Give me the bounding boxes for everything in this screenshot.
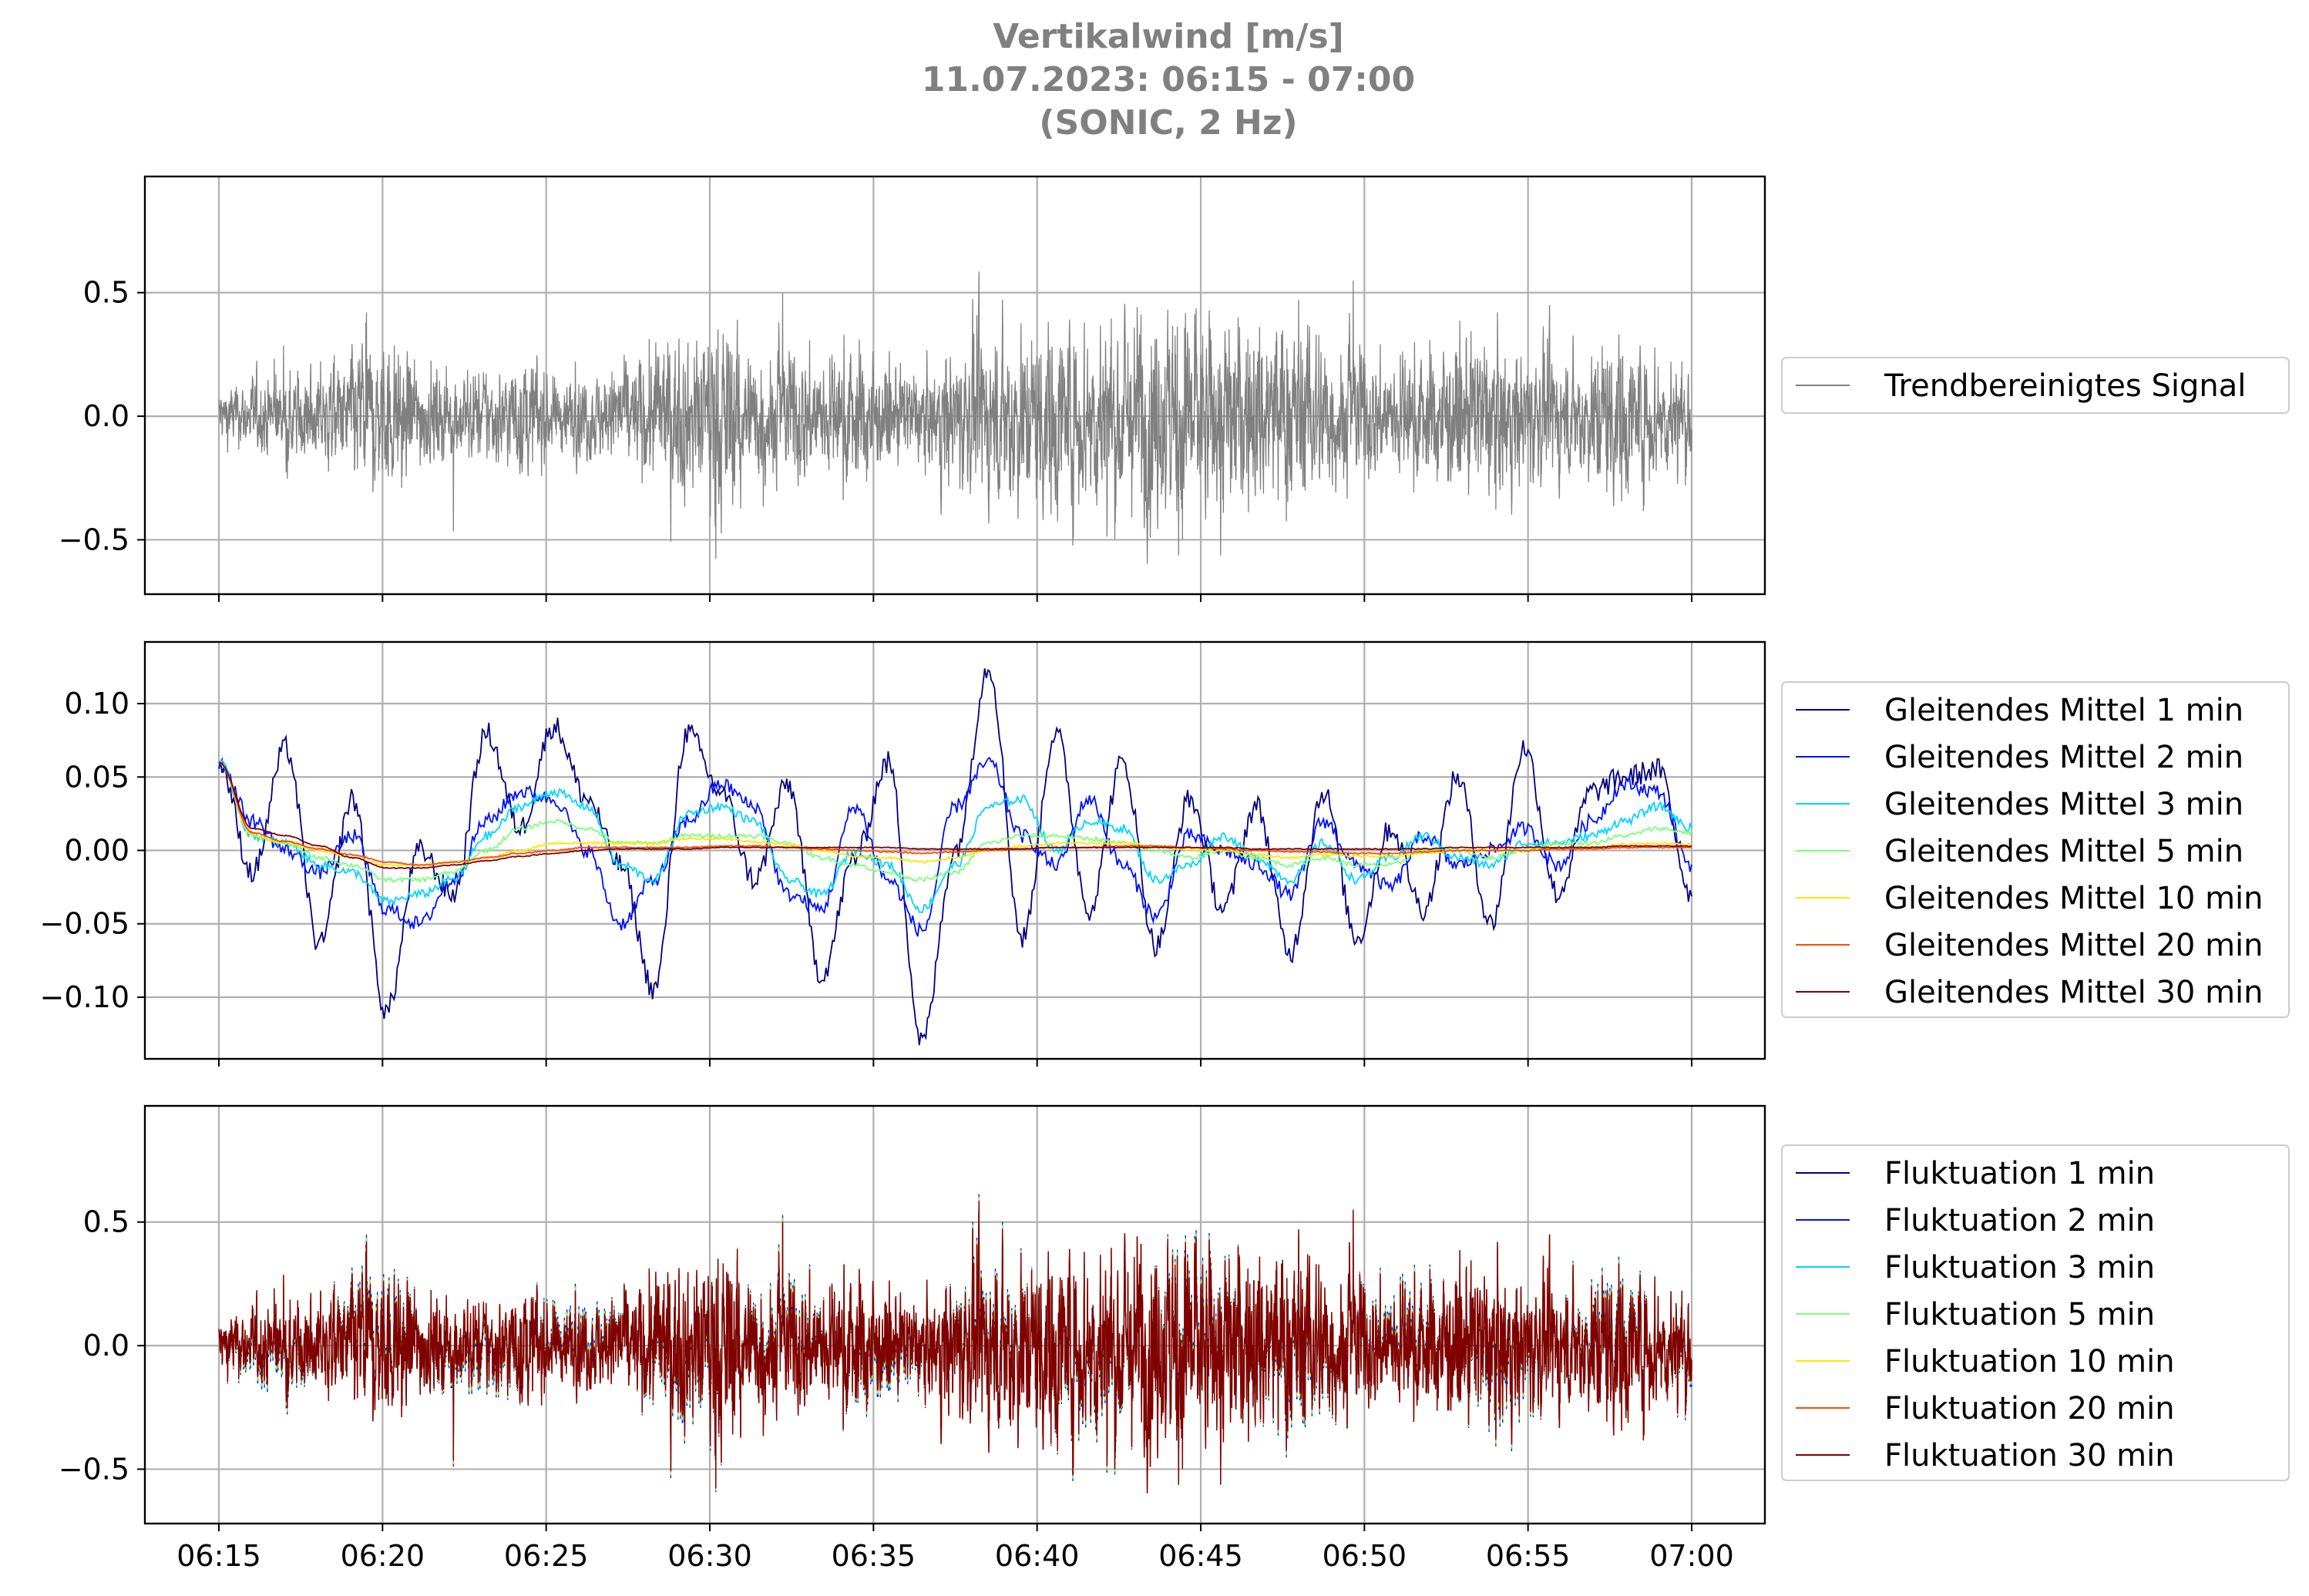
y-tick-label: 0.5: [83, 276, 129, 310]
legend-label: Gleitendes Mittel 20 min: [1884, 928, 2264, 963]
x-tick-label: 06:35: [832, 1539, 916, 1573]
y-tick-label: −0.5: [59, 1452, 129, 1486]
x-tick-label: 06:25: [504, 1539, 589, 1573]
axes-frame: [143, 1104, 1766, 1525]
y-tick-label: 0.10: [64, 687, 129, 721]
x-tick-label: 06:15: [176, 1539, 261, 1573]
y-tick-label: 0.5: [83, 1205, 129, 1239]
y-tick-label: 0.05: [64, 760, 129, 794]
legend-label: Gleitendes Mittel 1 min: [1884, 693, 2243, 728]
x-tick-label: 06:30: [667, 1539, 752, 1573]
legend-label: Fluktuation 3 min: [1884, 1250, 2155, 1285]
series-line-moving-average-3: [218, 759, 1692, 914]
y-tick-label: 0.00: [64, 834, 129, 868]
series-lines: [218, 668, 1692, 1046]
panel-fluctuation: 06:15 06:20 06:25 06:30 06:35 06:40 06:45 06:50…: [59, 1104, 2290, 1573]
legend-label: Gleitendes Mittel 5 min: [1884, 834, 2243, 869]
title-line-3: (SONIC, 2 Hz): [1039, 103, 1297, 143]
legend-label: Fluktuation 20 min: [1884, 1391, 2175, 1426]
legend-label: Trendbereinigtes Signal: [1884, 368, 2246, 404]
x-tick-label: 06:40: [995, 1539, 1080, 1573]
series-lines: [218, 271, 1692, 564]
series-line-moving-average-2: [218, 756, 1692, 937]
title-line-1: Vertikalwind [m/s]: [993, 17, 1344, 56]
axes-frame: [143, 640, 1766, 1060]
panel-moving-average: −0.10 −0.05 0.00 0.05 0.10 Gleitendes Mittel …: [40, 640, 2290, 1067]
x-tick-label: 06:20: [341, 1539, 425, 1573]
legend-box: [1781, 357, 2290, 414]
legend-label: Gleitendes Mittel 2 min: [1884, 740, 2243, 775]
x-tick-label: 06:45: [1158, 1539, 1243, 1573]
y-tick-label: −0.10: [40, 980, 129, 1014]
legend-label: Gleitendes Mittel 10 min: [1884, 881, 2264, 916]
panel-detrended-signal: −0.5 0.0 0.5 Trendbereinigtes Signal: [59, 175, 2290, 602]
legend-label: Gleitendes Mittel 3 min: [1884, 787, 2243, 822]
series-line-fluctuation-7: [218, 1201, 1692, 1494]
x-tick-label: 07:00: [1649, 1539, 1734, 1573]
legend: Trendbereinigtes Signal: [1781, 357, 2290, 414]
x-tick-label: 06:50: [1323, 1539, 1407, 1573]
y-tick-label: −0.05: [40, 907, 129, 941]
legend: Fluktuation 1 min Fluktuation 2 min Fluktu…: [1781, 1144, 2290, 1481]
legend-label: Gleitendes Mittel 30 min: [1884, 975, 2264, 1010]
legend-label: Fluktuation 2 min: [1884, 1203, 2155, 1238]
legend-box: [1781, 681, 2290, 1018]
y-tick-label: 0.0: [83, 399, 129, 433]
series-line-moving-average-6: [218, 761, 1692, 866]
x-tick-label: 06:55: [1486, 1539, 1571, 1573]
series-line-detrended-signal: [218, 271, 1692, 564]
legend-label: Fluktuation 30 min: [1884, 1438, 2175, 1473]
y-tick-label: 0.0: [83, 1329, 129, 1362]
legend-box: [1781, 1144, 2290, 1481]
title-line-2: 11.07.2023: 06:15 - 07:00: [922, 60, 1415, 99]
axes-frame: [143, 175, 1766, 596]
legend-label: Fluktuation 1 min: [1884, 1156, 2155, 1191]
y-tick-label: −0.5: [59, 522, 129, 556]
figure-title: Vertikalwind [m/s] 11.07.2023: 06:15 - 0…: [922, 17, 1415, 143]
legend: Gleitendes Mittel 1 min Gleitendes Mittel…: [1781, 681, 2290, 1018]
series-line-moving-average-7: [218, 761, 1692, 869]
legend-label: Fluktuation 10 min: [1884, 1344, 2175, 1379]
series-lines: [218, 1194, 1692, 1494]
legend-label: Fluktuation 5 min: [1884, 1297, 2155, 1332]
